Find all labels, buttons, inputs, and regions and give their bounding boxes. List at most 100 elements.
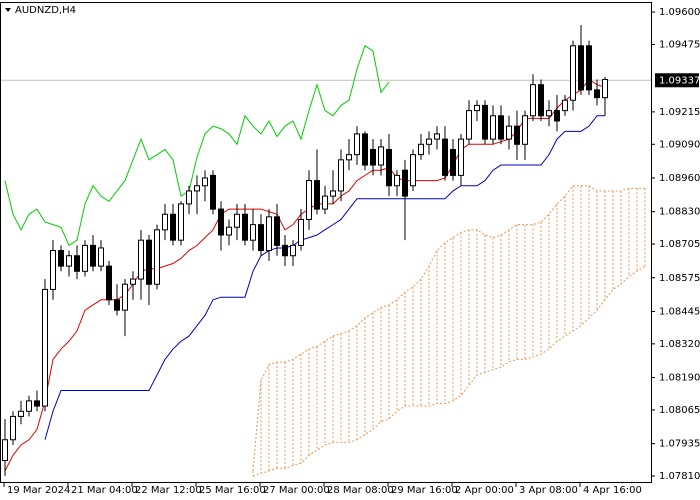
candle-body: [170, 213, 176, 241]
indicator-line: [4, 78, 606, 472]
candle-body: [586, 45, 592, 91]
candle-body: [466, 110, 472, 140]
y-tick-label: 1.08575: [659, 273, 700, 284]
candle-body: [402, 169, 408, 197]
candle-body: [10, 415, 16, 441]
candle-body: [538, 84, 544, 117]
y-tick-label: 1.08320: [659, 339, 700, 350]
candle-body: [282, 244, 288, 257]
candle-body: [34, 400, 40, 407]
x-tick-label: 2 Apr 00:00: [455, 485, 514, 496]
candle-body: [370, 148, 376, 166]
candle-body: [2, 439, 8, 461]
candle-body: [210, 174, 216, 210]
candle-body: [178, 203, 184, 241]
current-price-label: 1.09337: [659, 75, 700, 86]
candle-body: [434, 133, 440, 140]
candle-body: [242, 213, 248, 241]
candle-body: [362, 133, 368, 166]
candle-body: [218, 208, 224, 236]
candle-body: [450, 148, 456, 176]
title-arrow: [5, 8, 11, 12]
candle-body: [594, 89, 600, 99]
candle-body: [162, 213, 168, 231]
candle-body: [386, 148, 392, 187]
y-tick-label: 1.09600: [659, 7, 700, 18]
candle-body: [66, 255, 72, 267]
y-tick-label: 1.09090: [659, 139, 700, 150]
candle-body: [250, 224, 256, 241]
x-tick-label: 3 Apr 08:00: [519, 485, 578, 496]
candle-body: [346, 154, 352, 161]
candle-body: [74, 255, 80, 272]
candle-body: [410, 154, 416, 187]
candle-body: [186, 190, 192, 205]
x-tick-label: 22 Mar 12:00: [135, 485, 202, 496]
candle-body: [18, 410, 24, 417]
candle-body: [330, 190, 336, 197]
candle-body: [322, 195, 328, 210]
chart-title: AUDNZD,H4: [15, 5, 76, 16]
candle-body: [530, 84, 536, 117]
candle-body: [130, 278, 136, 285]
candle-body: [554, 110, 560, 122]
candle-body: [306, 180, 312, 220]
candle-body: [442, 138, 448, 176]
candle-body: [546, 110, 552, 117]
x-tick-label: 27 Mar 00:00: [263, 485, 330, 496]
candle-body: [98, 247, 104, 267]
candle-body: [290, 244, 296, 257]
candle-body: [394, 174, 400, 187]
candle-body: [42, 288, 48, 407]
candle-body: [298, 218, 304, 246]
candle-body: [570, 45, 576, 101]
candle-body: [154, 229, 160, 285]
y-tick-label: 1.08190: [659, 373, 700, 384]
y-tick-label: 1.08445: [659, 306, 700, 317]
candle-body: [274, 216, 280, 246]
candle-body: [338, 159, 344, 192]
y-tick-label: 1.09475: [659, 40, 700, 51]
y-tick-label: 1.07935: [659, 439, 700, 450]
candle-body: [26, 400, 32, 412]
indicator-line: [4, 45, 390, 247]
candle-body: [138, 239, 144, 280]
candle-body: [114, 299, 120, 311]
indicator-line: [44, 115, 605, 440]
y-tick-label: 1.08960: [659, 173, 700, 184]
candle-body: [90, 244, 96, 267]
candle-body: [258, 224, 264, 252]
candle-body: [458, 138, 464, 176]
candle-body: [426, 138, 432, 145]
y-tick-label: 1.07810: [659, 471, 700, 482]
candle-body: [202, 177, 208, 187]
x-tick-label: 21 Mar 04:00: [71, 485, 138, 496]
plot-frame: [0, 2, 652, 483]
candle-body: [194, 185, 200, 192]
y-tick-label: 1.09215: [659, 107, 700, 118]
cloud-lower-edge: [252, 265, 646, 477]
candle-body: [82, 244, 88, 272]
candle-body: [378, 146, 384, 166]
candle-body: [498, 115, 504, 140]
candle-body: [506, 125, 512, 140]
candle-body: [522, 115, 528, 145]
candle-body: [474, 104, 480, 112]
candle-body: [106, 265, 112, 301]
candle-body: [226, 226, 232, 236]
x-tick-label: 29 Mar 16:00: [391, 485, 458, 496]
candle-body: [602, 78, 608, 99]
current-price-tag: [655, 73, 699, 88]
x-tick-label: 28 Mar 08:00: [327, 485, 394, 496]
y-tick-label: 1.08705: [659, 239, 700, 250]
candle-body: [490, 115, 496, 140]
x-tick-label: 19 Mar 2024: [7, 485, 70, 496]
candle-body: [578, 45, 584, 91]
candle-body: [418, 143, 424, 156]
candle-body: [482, 104, 488, 140]
y-tick-label: 1.08830: [659, 207, 700, 218]
candle-body: [146, 239, 152, 285]
candle-body: [122, 283, 128, 311]
